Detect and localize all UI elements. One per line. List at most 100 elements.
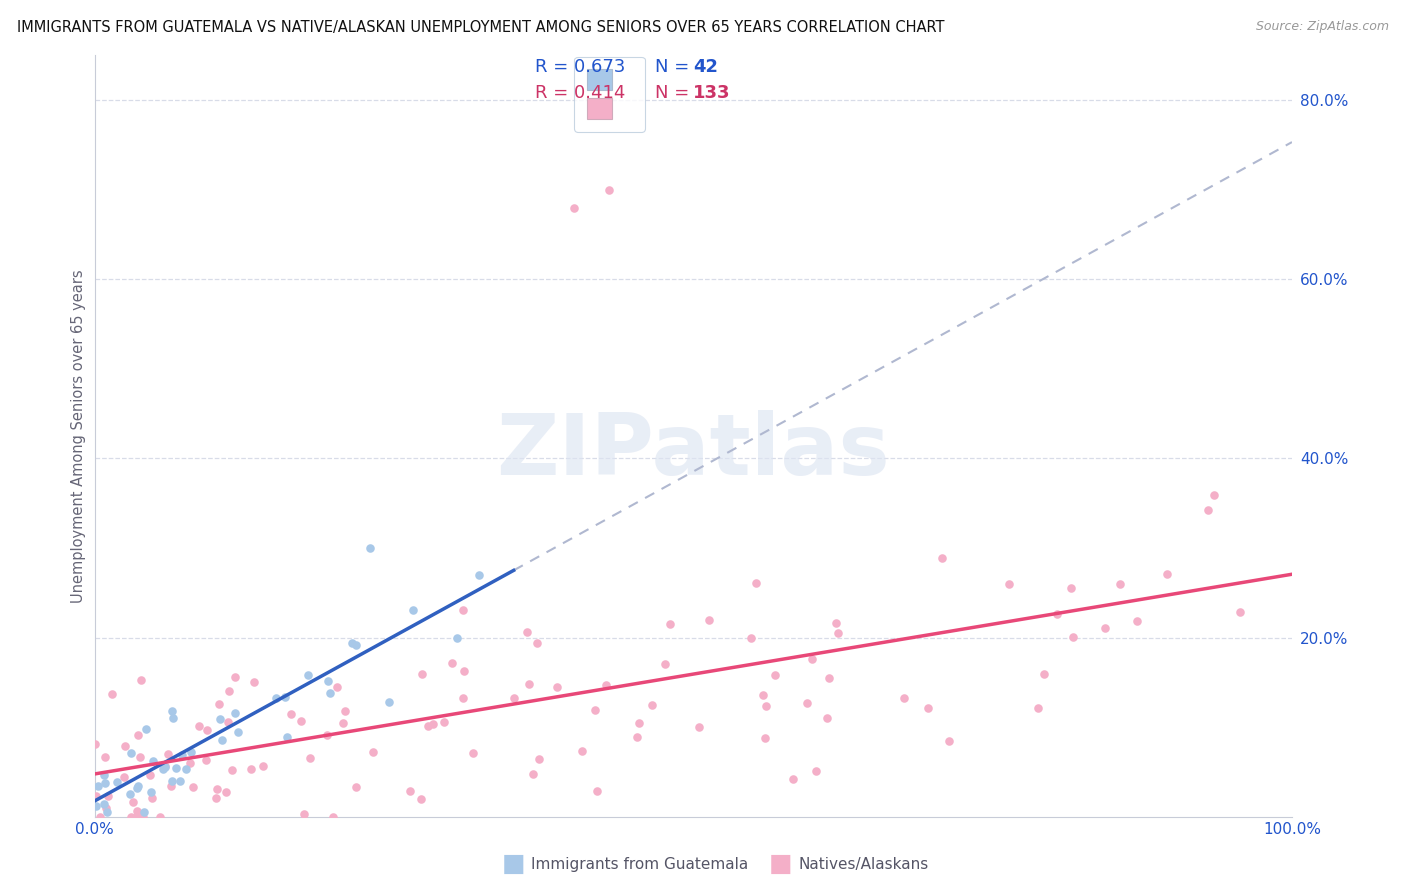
Text: ■: ■ <box>502 852 524 876</box>
Point <box>416 719 439 733</box>
Point <box>598 183 620 197</box>
Point <box>1046 607 1069 621</box>
Point <box>84 789 107 804</box>
Point <box>586 784 609 798</box>
Point <box>333 705 356 719</box>
Point <box>461 746 484 760</box>
Point <box>626 730 648 744</box>
Point <box>135 722 157 736</box>
Point <box>124 810 146 824</box>
Point <box>754 731 776 745</box>
Point <box>132 810 155 824</box>
Point <box>208 697 231 711</box>
Point <box>697 613 720 627</box>
Point <box>264 691 287 706</box>
Point <box>1126 614 1149 628</box>
Point <box>94 776 117 790</box>
Point <box>276 730 298 744</box>
Point <box>516 625 538 640</box>
Point <box>628 715 651 730</box>
Point <box>297 668 319 682</box>
Text: N =: N = <box>655 84 689 103</box>
Point <box>134 805 156 820</box>
Point <box>205 790 228 805</box>
Point <box>827 625 849 640</box>
Point <box>755 699 778 714</box>
Point <box>917 701 939 715</box>
Point <box>893 691 915 706</box>
Point <box>224 706 246 720</box>
Point <box>825 615 848 630</box>
Point <box>659 617 682 632</box>
Point <box>468 567 491 582</box>
Point <box>195 754 218 768</box>
Point <box>361 745 384 759</box>
Point <box>571 744 593 758</box>
Point <box>127 779 149 793</box>
Point <box>1197 503 1219 517</box>
Point <box>252 759 274 773</box>
Point <box>165 761 187 775</box>
Point <box>141 785 163 799</box>
Point <box>221 763 243 777</box>
Point <box>546 681 568 695</box>
Text: R = 0.673: R = 0.673 <box>536 58 626 76</box>
Point <box>595 678 617 692</box>
Point <box>290 714 312 729</box>
Point <box>121 795 143 809</box>
Point <box>195 723 218 738</box>
Point <box>326 681 349 695</box>
Point <box>157 747 180 762</box>
Point <box>640 698 662 713</box>
Point <box>155 760 177 774</box>
Point <box>181 780 204 794</box>
Point <box>411 666 433 681</box>
Point <box>503 690 526 705</box>
Point <box>160 779 183 793</box>
Point <box>83 737 105 751</box>
Point <box>114 739 136 754</box>
Point <box>160 705 183 719</box>
Point <box>160 774 183 789</box>
Point <box>815 711 838 725</box>
Point <box>129 673 152 688</box>
Point <box>101 687 124 701</box>
Point <box>226 724 249 739</box>
Legend:   ,   : , <box>574 56 645 132</box>
Point <box>562 201 585 215</box>
Text: ZIPatlas: ZIPatlas <box>496 409 890 492</box>
Point <box>138 767 160 781</box>
Point <box>740 631 762 645</box>
Point <box>340 635 363 649</box>
Point <box>1060 581 1083 595</box>
Point <box>998 577 1021 591</box>
Point <box>280 707 302 722</box>
Point <box>127 728 149 742</box>
Point <box>129 750 152 764</box>
Point <box>453 664 475 678</box>
Point <box>817 671 839 685</box>
Point <box>215 785 238 799</box>
Point <box>188 719 211 733</box>
Text: ■: ■ <box>769 852 792 876</box>
Point <box>1062 630 1084 644</box>
Point <box>332 715 354 730</box>
Point <box>274 690 297 705</box>
Point <box>120 787 142 801</box>
Point <box>782 772 804 787</box>
Point <box>806 764 828 779</box>
Point <box>1109 576 1132 591</box>
Point <box>378 695 401 709</box>
Point <box>155 758 177 772</box>
Point <box>242 674 264 689</box>
Point <box>218 684 240 698</box>
Point <box>239 762 262 776</box>
Text: Source: ZipAtlas.com: Source: ZipAtlas.com <box>1256 20 1389 33</box>
Point <box>96 805 118 820</box>
Point <box>120 746 142 760</box>
Point <box>398 784 420 798</box>
Text: R = 0.414: R = 0.414 <box>536 84 626 103</box>
Point <box>96 801 118 815</box>
Point <box>1204 488 1226 502</box>
Point <box>433 715 456 730</box>
